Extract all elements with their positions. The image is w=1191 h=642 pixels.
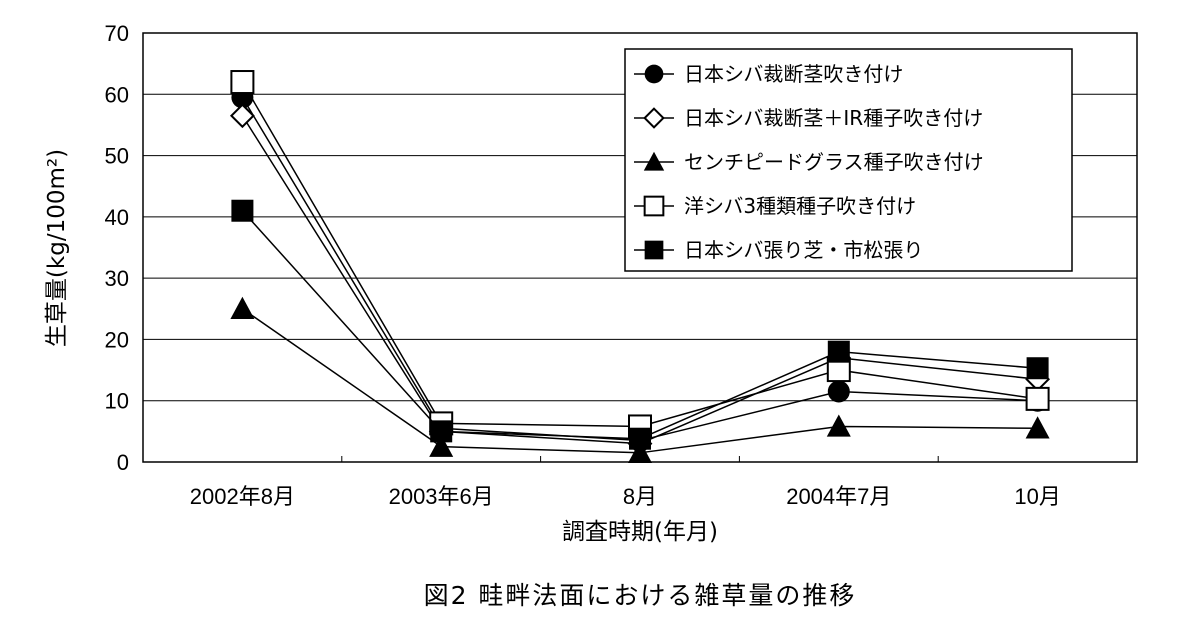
legend: 日本シバ裁断茎吹き付け日本シバ裁断茎＋IR種子吹き付けセンチピードグラス種子吹き…: [624, 48, 1073, 272]
x-tick-label: 2003年6月: [389, 484, 494, 509]
y-axis-label: 生草量(kg/100m²): [44, 149, 70, 347]
x-axis-ticks: [341, 456, 939, 462]
x-tick-label: 2002年8月: [190, 484, 295, 509]
y-axis-tick-labels: 0 10 20 30 40 50 60 70: [105, 21, 129, 475]
figure-caption: 図2 畦畔法面における雑草量の推移: [424, 581, 857, 610]
data-point-marker: [827, 380, 850, 403]
x-tick-label: 8月: [623, 484, 657, 509]
series-layer: [229, 70, 1051, 464]
y-tick-label: 20: [105, 327, 129, 352]
x-tick-label: 10月: [1014, 484, 1060, 509]
data-point-marker: [230, 70, 255, 95]
legend-label: センチピードグラス種子吹き付け: [684, 150, 984, 174]
data-point-marker: [644, 64, 664, 84]
x-axis-label: 調査時期(年月): [562, 519, 718, 545]
y-tick-label: 50: [105, 144, 129, 169]
series-5: [231, 199, 1049, 450]
legend-entry: 日本シバ裁断茎＋IR種子吹き付け: [634, 106, 983, 130]
y-tick-label: 70: [105, 21, 129, 46]
data-point-marker: [231, 199, 254, 222]
data-point-marker: [827, 340, 850, 363]
data-point-marker: [1026, 357, 1049, 380]
legend-label: 日本シバ裁断茎吹き付け: [684, 62, 903, 86]
y-tick-label: 0: [117, 450, 129, 475]
y-tick-label: 60: [105, 82, 129, 107]
y-tick-label: 30: [105, 266, 129, 291]
legend-label: 洋シバ3種類種子吹き付け: [684, 194, 916, 218]
legend-entry: 洋シバ3種類種子吹き付け: [634, 194, 916, 218]
legend-entry: センチピードグラス種子吹き付け: [634, 150, 984, 174]
data-point-marker: [429, 434, 454, 457]
series-3: [230, 296, 1050, 464]
data-point-marker: [643, 195, 665, 217]
legend-label: 日本シバ張り芝・市松張り: [684, 238, 923, 262]
data-point-marker: [644, 240, 664, 260]
y-tick-label: 40: [105, 205, 129, 230]
x-tick-label: 2004年7月: [786, 484, 891, 509]
data-point-marker: [643, 151, 665, 171]
data-point-marker: [1025, 386, 1050, 411]
data-point-marker: [643, 107, 665, 129]
data-point-marker: [629, 427, 651, 450]
x-axis-tick-labels: 2002年8月 2003年6月 8月 2004年7月 10月: [190, 484, 1061, 509]
legend-box: [624, 48, 1073, 272]
data-point-marker: [229, 103, 255, 129]
data-point-marker: [826, 414, 851, 437]
data-point-marker: [230, 296, 255, 319]
legend-entry: 日本シバ張り芝・市松張り: [634, 238, 923, 262]
legend-entry: 日本シバ裁断茎吹き付け: [634, 62, 903, 86]
data-point-marker: [430, 420, 453, 443]
y-tick-label: 10: [105, 389, 129, 414]
data-point-marker: [1025, 416, 1050, 439]
data-point-marker: [628, 440, 652, 464]
legend-label: 日本シバ裁断茎＋IR種子吹き付け: [684, 106, 983, 130]
